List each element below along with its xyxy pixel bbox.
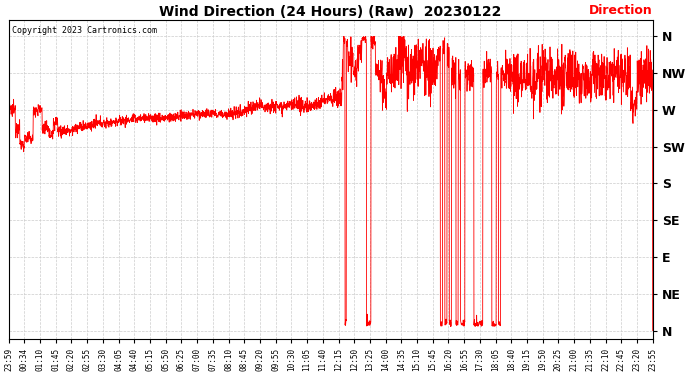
Text: Direction: Direction [589, 4, 653, 17]
Title: Wind Direction (24 Hours) (Raw)  20230122: Wind Direction (24 Hours) (Raw) 20230122 [159, 5, 502, 19]
Text: Copyright 2023 Cartronics.com: Copyright 2023 Cartronics.com [12, 26, 157, 35]
